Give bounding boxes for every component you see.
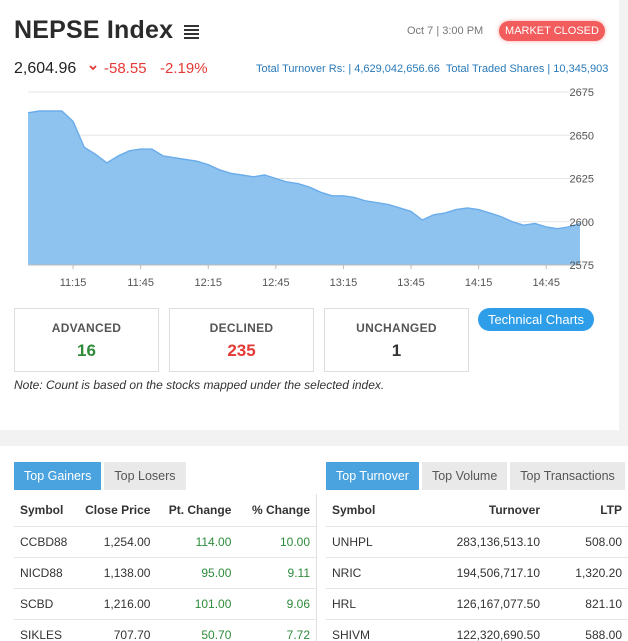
table-row[interactable]: SHIVM 122,320,690.50 588.00 — [326, 618, 628, 641]
unchanged-count: 1 — [391, 341, 402, 360]
percent-change: -2.19% — [160, 60, 208, 77]
table-row[interactable]: HRL 126,167,077.50 821.10 — [326, 587, 628, 619]
column-header[interactable]: Turnover — [488, 502, 540, 517]
x-tick-label: 13:15 — [330, 277, 358, 289]
advanced-count: 16 — [77, 341, 96, 360]
table-header-row: Symbol Turnover LTP — [326, 494, 628, 526]
table-header-row: Symbol Close Price Pt. Change % Change — [14, 494, 316, 526]
technical-charts-button[interactable]: Technical Charts — [478, 308, 594, 331]
pct-change-cell: 7.72 — [237, 618, 316, 641]
table-row[interactable]: SCBD 1,216.00 101.00 9.06 — [14, 587, 316, 619]
chevron-down-icon — [89, 65, 97, 71]
symbol-cell[interactable]: CCBD88 — [14, 525, 80, 557]
y-tick-label: 2600 — [570, 217, 594, 229]
ltp-cell: 1,320.20 — [546, 556, 628, 588]
symbol-cell[interactable]: NICD88 — [14, 556, 80, 588]
column-header[interactable]: Symbol — [332, 502, 376, 517]
total-traded-shares: Total Traded Shares | 10,345,903 — [445, 63, 609, 75]
market-status-badge: MARKET CLOSED — [499, 21, 605, 41]
market-datetime: Oct 7 | 3:00 PM — [407, 25, 484, 37]
table-row[interactable]: UNHPL 283,136,513.10 508.00 — [326, 525, 628, 557]
price-line — [27, 110, 581, 230]
turnover-summary: Total Turnover Rs: | 4,629,042,656.66 Tot… — [256, 63, 608, 75]
menu-icon[interactable] — [184, 25, 199, 39]
page-title: NEPSE Index — [14, 16, 174, 44]
turnover-cell: 122,320,690.50 — [406, 618, 546, 641]
column-header[interactable]: Pt. Change — [168, 502, 232, 517]
tab-top-turnover[interactable]: Top Turnover — [326, 462, 419, 490]
pct-change-cell: 9.06 — [237, 587, 316, 619]
tab-top-transactions[interactable]: Top Transactions — [510, 462, 625, 490]
pct-change-cell: 9.11 — [237, 556, 316, 588]
gainers-tabs: Top Gainers Top Losers — [14, 462, 189, 490]
table-divider — [316, 494, 317, 641]
symbol-cell[interactable]: SHIVM — [326, 618, 406, 641]
ltp-cell: 821.10 — [546, 587, 628, 619]
turnover-cell: 126,167,077.50 — [406, 587, 546, 619]
gainers-table: Symbol Close Price Pt. Change % Change C… — [14, 494, 316, 641]
symbol-cell[interactable]: UNHPL — [326, 525, 406, 557]
column-header[interactable]: LTP — [600, 502, 622, 517]
symbol-cell[interactable]: NRIC — [326, 556, 406, 588]
declined-label: DECLINED — [209, 321, 274, 335]
index-value: 2,604.96 — [14, 60, 77, 77]
pt-change-cell: 114.00 — [156, 525, 238, 557]
table-row[interactable]: CCBD88 1,254.00 114.00 10.00 — [14, 525, 316, 557]
x-tick-label: 14:15 — [465, 277, 493, 289]
tab-top-volume[interactable]: Top Volume — [421, 462, 508, 490]
y-tick-label: 2625 — [570, 174, 594, 186]
x-tick-label: 11:15 — [60, 277, 87, 289]
declined-count: 235 — [227, 341, 256, 360]
unchanged-label: UNCHANGED — [356, 321, 437, 335]
x-tick-label: 12:45 — [262, 277, 290, 289]
turnover-cell: 194,506,717.10 — [406, 556, 546, 588]
pt-change-cell: 101.00 — [156, 587, 238, 619]
pct-change-cell: 10.00 — [237, 525, 316, 557]
market-tables: Top Gainers Top Losers Top Turnover Top … — [0, 446, 628, 641]
table-row[interactable]: NRIC 194,506,717.10 1,320.20 — [326, 556, 628, 588]
total-turnover: Total Turnover Rs: | 4,629,042,656.66 — [256, 63, 440, 75]
index-note: Note: Count is based on the stocks mappe… — [14, 378, 385, 392]
pt-change-cell: 95.00 — [156, 556, 238, 588]
turnover-cell: 283,136,513.10 — [406, 525, 546, 557]
tab-top-gainers[interactable]: Top Gainers — [14, 462, 102, 490]
table-row[interactable]: NICD88 1,138.00 95.00 9.11 — [14, 556, 316, 588]
price-area — [28, 111, 580, 265]
x-tick-label: 11:45 — [127, 277, 154, 289]
symbol-cell[interactable]: SCBD — [14, 587, 80, 619]
close-price-cell: 1,254.00 — [79, 525, 157, 557]
declined-box: DECLINED 235 — [169, 308, 314, 372]
index-chart[interactable]: 2675 2650 2625 2600 2575 11:15 11:45 12:15 12:45… — [0, 84, 619, 304]
column-header[interactable]: Symbol — [20, 502, 64, 517]
table-row[interactable]: SIKLES 707.70 50.70 7.72 — [14, 618, 316, 641]
column-header[interactable]: Close Price — [85, 502, 151, 517]
turnover-tabs: Top Turnover Top Volume Top Transactions — [326, 462, 628, 490]
y-tick-label: 2650 — [570, 130, 594, 142]
symbol-cell[interactable]: HRL — [326, 587, 406, 619]
symbol-cell[interactable]: SIKLES — [14, 618, 80, 641]
ltp-cell: 588.00 — [546, 618, 628, 641]
close-price-cell: 1,216.00 — [79, 587, 157, 619]
y-tick-label: 2575 — [570, 260, 594, 272]
point-change: -58.55 — [104, 60, 147, 77]
close-price-cell: 1,138.00 — [79, 556, 157, 588]
close-price-cell: 707.70 — [79, 618, 157, 641]
x-tick-label: 12:15 — [194, 277, 222, 289]
tab-top-losers[interactable]: Top Losers — [104, 462, 186, 490]
x-tick-label: 14:45 — [532, 277, 560, 289]
ltp-cell: 508.00 — [546, 525, 628, 557]
index-card: NEPSE Index Oct 7 | 3:00 PM MARKET CLOSE… — [0, 0, 619, 430]
pt-change-cell: 50.70 — [156, 618, 238, 641]
x-tick-label: 13:45 — [397, 277, 425, 289]
y-tick-label: 2675 — [570, 87, 594, 99]
advanced-box: ADVANCED 16 — [14, 308, 159, 372]
advanced-label: ADVANCED — [51, 321, 122, 335]
unchanged-box: UNCHANGED 1 — [324, 308, 469, 372]
turnover-table: Symbol Turnover LTP UNHPL 283,136,513.10… — [326, 494, 628, 641]
column-header[interactable]: % Change — [251, 502, 310, 517]
